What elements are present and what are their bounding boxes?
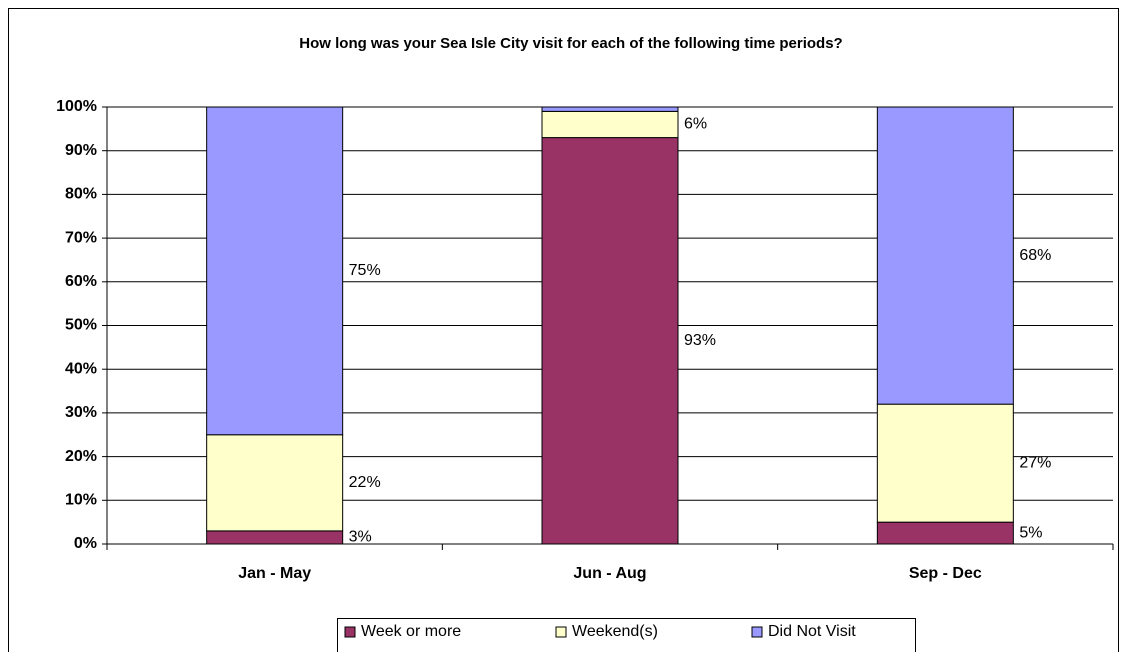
legend-swatch [751, 626, 763, 638]
x-tick-label: Jan - May [238, 565, 311, 582]
y-tick-label: 10% [65, 492, 97, 509]
y-tick-label: 40% [65, 360, 97, 377]
bar-segment [541, 110, 679, 139]
bar-segment [876, 403, 1014, 523]
y-tick-label: 60% [65, 273, 97, 290]
legend-label: Did Not Visit [768, 623, 856, 640]
y-tick-label: 90% [65, 142, 97, 159]
y-tick-label: 0% [74, 535, 97, 552]
x-tick-label: Sep - Dec [909, 565, 982, 582]
data-label: 6% [684, 116, 707, 133]
bar-segment [206, 434, 344, 532]
y-tick-label: 80% [65, 186, 97, 203]
legend-label: Week or more [361, 623, 461, 640]
bar-segment [541, 106, 679, 112]
bar-segment [206, 106, 344, 436]
data-label: 68% [1019, 247, 1051, 264]
y-tick-label: 20% [65, 448, 97, 465]
bar-segment [876, 106, 1014, 405]
y-tick-label: 30% [65, 404, 97, 421]
legend-swatch [555, 626, 567, 638]
data-label: 93% [684, 332, 716, 349]
legend-box [337, 618, 916, 652]
legend-label: Weekend(s) [572, 623, 658, 640]
data-label: 22% [349, 474, 381, 491]
data-label: 3% [349, 529, 372, 546]
data-label: 5% [1019, 524, 1042, 541]
y-tick-label: 50% [65, 317, 97, 334]
y-tick-label: 70% [65, 229, 97, 246]
data-label: 75% [349, 262, 381, 279]
bar-segment [876, 521, 1014, 545]
y-tick-label: 100% [56, 98, 97, 115]
bar-segment [541, 137, 679, 545]
bar-segment [206, 530, 344, 545]
x-tick-label: Jun - Aug [573, 565, 646, 582]
data-label: 27% [1019, 454, 1051, 471]
legend-swatch [344, 626, 356, 638]
chart-title: How long was your Sea Isle City visit fo… [299, 35, 842, 52]
